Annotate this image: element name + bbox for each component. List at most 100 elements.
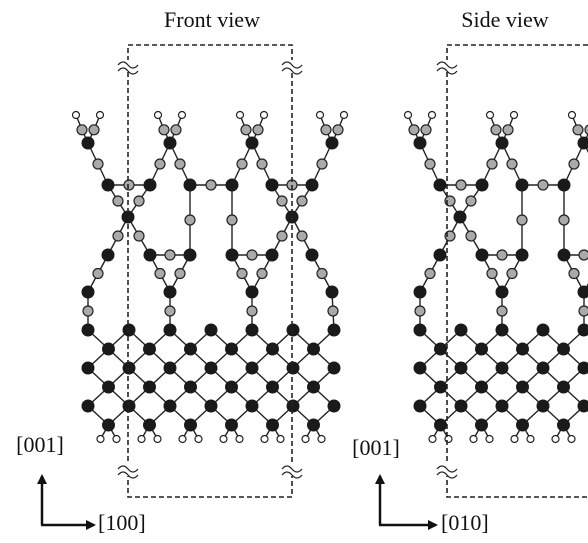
atom-gray: [257, 269, 267, 279]
atom-black: [246, 362, 259, 375]
atom-gray: [113, 196, 123, 206]
axes-side: [001] [010]: [352, 435, 488, 535]
atom-white: [97, 112, 104, 119]
atom-black: [476, 249, 489, 262]
atom-black: [184, 419, 197, 432]
atom-black: [266, 179, 279, 192]
atom-white: [569, 112, 576, 119]
atom-black: [455, 400, 468, 413]
atom-black: [225, 343, 238, 356]
atom-black: [266, 343, 279, 356]
figure: Front view Side view [001] [100] [001] […: [0, 0, 588, 543]
atom-gray: [317, 159, 327, 169]
atom-black: [496, 324, 509, 337]
atom-black: [143, 343, 156, 356]
atom-black: [82, 286, 95, 299]
atom-black: [184, 249, 197, 262]
atom-black: [307, 343, 320, 356]
atom-white: [261, 436, 268, 443]
atom-gray: [247, 306, 257, 316]
atom-gray: [425, 269, 435, 279]
atom-black: [164, 286, 177, 299]
atom-gray: [425, 159, 435, 169]
atom-gray: [93, 159, 103, 169]
atom-black: [516, 343, 529, 356]
atom-black: [414, 362, 427, 375]
atom-white: [317, 112, 324, 119]
atom-black: [455, 362, 468, 375]
atom-black: [326, 137, 339, 150]
atom-gray: [165, 306, 175, 316]
atom-white: [405, 112, 412, 119]
atom-black: [164, 137, 177, 150]
atom-gray: [155, 269, 165, 279]
atom-white: [568, 436, 575, 443]
atom-black: [434, 381, 447, 394]
atom-gray: [507, 159, 517, 169]
atom-white: [155, 112, 162, 119]
atom-gray: [247, 250, 257, 260]
atom-black: [184, 381, 197, 394]
atom-black: [414, 286, 427, 299]
atom-gray: [77, 125, 87, 135]
atom-black: [307, 381, 320, 394]
atom-gray: [155, 159, 165, 169]
atom-gray: [185, 215, 195, 225]
atom-black: [226, 179, 239, 192]
atom-black: [454, 211, 467, 224]
atom-white: [302, 436, 309, 443]
atom-black: [102, 343, 115, 356]
atom-black: [328, 324, 341, 337]
atom-gray: [113, 231, 123, 241]
atom-gray: [466, 196, 476, 206]
atom-black: [496, 137, 509, 150]
axis-label: [001]: [352, 435, 400, 460]
atom-gray: [165, 250, 175, 260]
atom-gray: [503, 125, 513, 135]
atom-black: [144, 249, 157, 262]
atom-white: [179, 112, 186, 119]
atom-black: [516, 419, 529, 432]
atom-black: [205, 362, 218, 375]
atom-white: [97, 436, 104, 443]
atom-black: [102, 179, 115, 192]
atom-black: [246, 324, 259, 337]
atom-gray: [559, 215, 569, 225]
atom-white: [220, 436, 227, 443]
atom-black: [307, 419, 320, 432]
atom-black: [143, 381, 156, 394]
atom-black: [144, 179, 157, 192]
atom-gray: [569, 159, 579, 169]
atom-white: [261, 112, 268, 119]
atom-black: [537, 362, 550, 375]
atom-white: [487, 112, 494, 119]
atom-white: [511, 112, 518, 119]
axis-label: [100]: [98, 510, 146, 535]
atom-black: [123, 400, 136, 413]
atom-black: [496, 400, 509, 413]
atom-gray: [317, 269, 327, 279]
atom-black: [102, 249, 115, 262]
atom-black: [82, 362, 95, 375]
atom-black: [328, 362, 341, 375]
atom-gray: [409, 125, 419, 135]
atom-black: [557, 419, 570, 432]
atom-white: [179, 436, 186, 443]
atom-gray: [456, 180, 466, 190]
atom-white: [445, 436, 452, 443]
atom-gray: [159, 125, 169, 135]
atom-gray: [538, 180, 548, 190]
panel-title: Front view: [164, 7, 260, 32]
atom-gray: [93, 269, 103, 279]
atom-black: [246, 400, 259, 413]
atom-gray: [517, 215, 527, 225]
atom-gray: [415, 306, 425, 316]
structure: [405, 112, 588, 443]
bonds: [76, 115, 344, 439]
atom-black: [266, 419, 279, 432]
atom-black: [434, 249, 447, 262]
atom-black: [558, 179, 571, 192]
atom-gray: [237, 269, 247, 279]
atom-black: [414, 324, 427, 337]
atom-black: [266, 249, 279, 262]
